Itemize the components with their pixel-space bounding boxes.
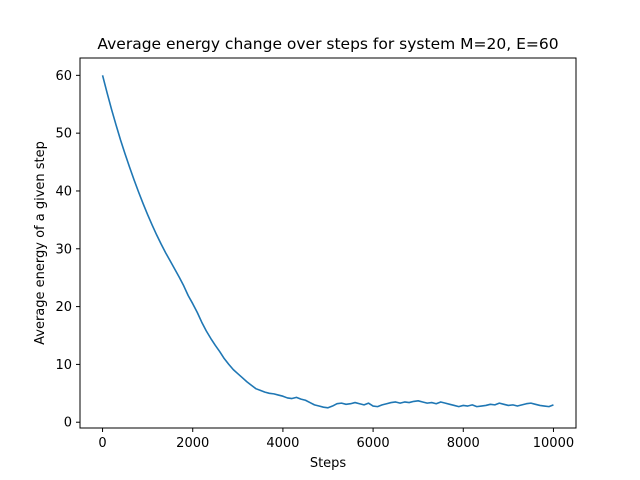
x-tick-label: 2000	[176, 436, 209, 451]
y-tick-label: 40	[55, 184, 72, 199]
y-tick-label: 50	[55, 127, 72, 142]
x-tick-label: 6000	[357, 436, 390, 451]
y-tick-label: 10	[55, 358, 72, 373]
x-tick-label: 8000	[447, 436, 480, 451]
y-tick-label: 20	[55, 300, 72, 315]
x-tick-label: 0	[98, 436, 106, 451]
x-axis-ticks: 0 2000 4000 6000 8000 10000	[98, 428, 574, 451]
y-tick-label: 30	[55, 242, 72, 257]
plot-area	[101, 75, 554, 409]
series-line-0	[101, 75, 554, 409]
y-axis-ticks: 0 10 20 30 40 50 60	[55, 69, 80, 431]
y-axis-label: Average energy of a given step	[33, 141, 48, 345]
y-tick-label: 0	[64, 416, 72, 431]
x-tick-label: 4000	[266, 436, 299, 451]
x-tick-label: 10000	[533, 436, 574, 451]
x-axis-label: Steps	[310, 456, 347, 471]
chart-title: Average energy change over steps for sys…	[97, 35, 558, 53]
plot-frame	[79, 57, 577, 429]
y-tick-label: 60	[55, 69, 72, 84]
